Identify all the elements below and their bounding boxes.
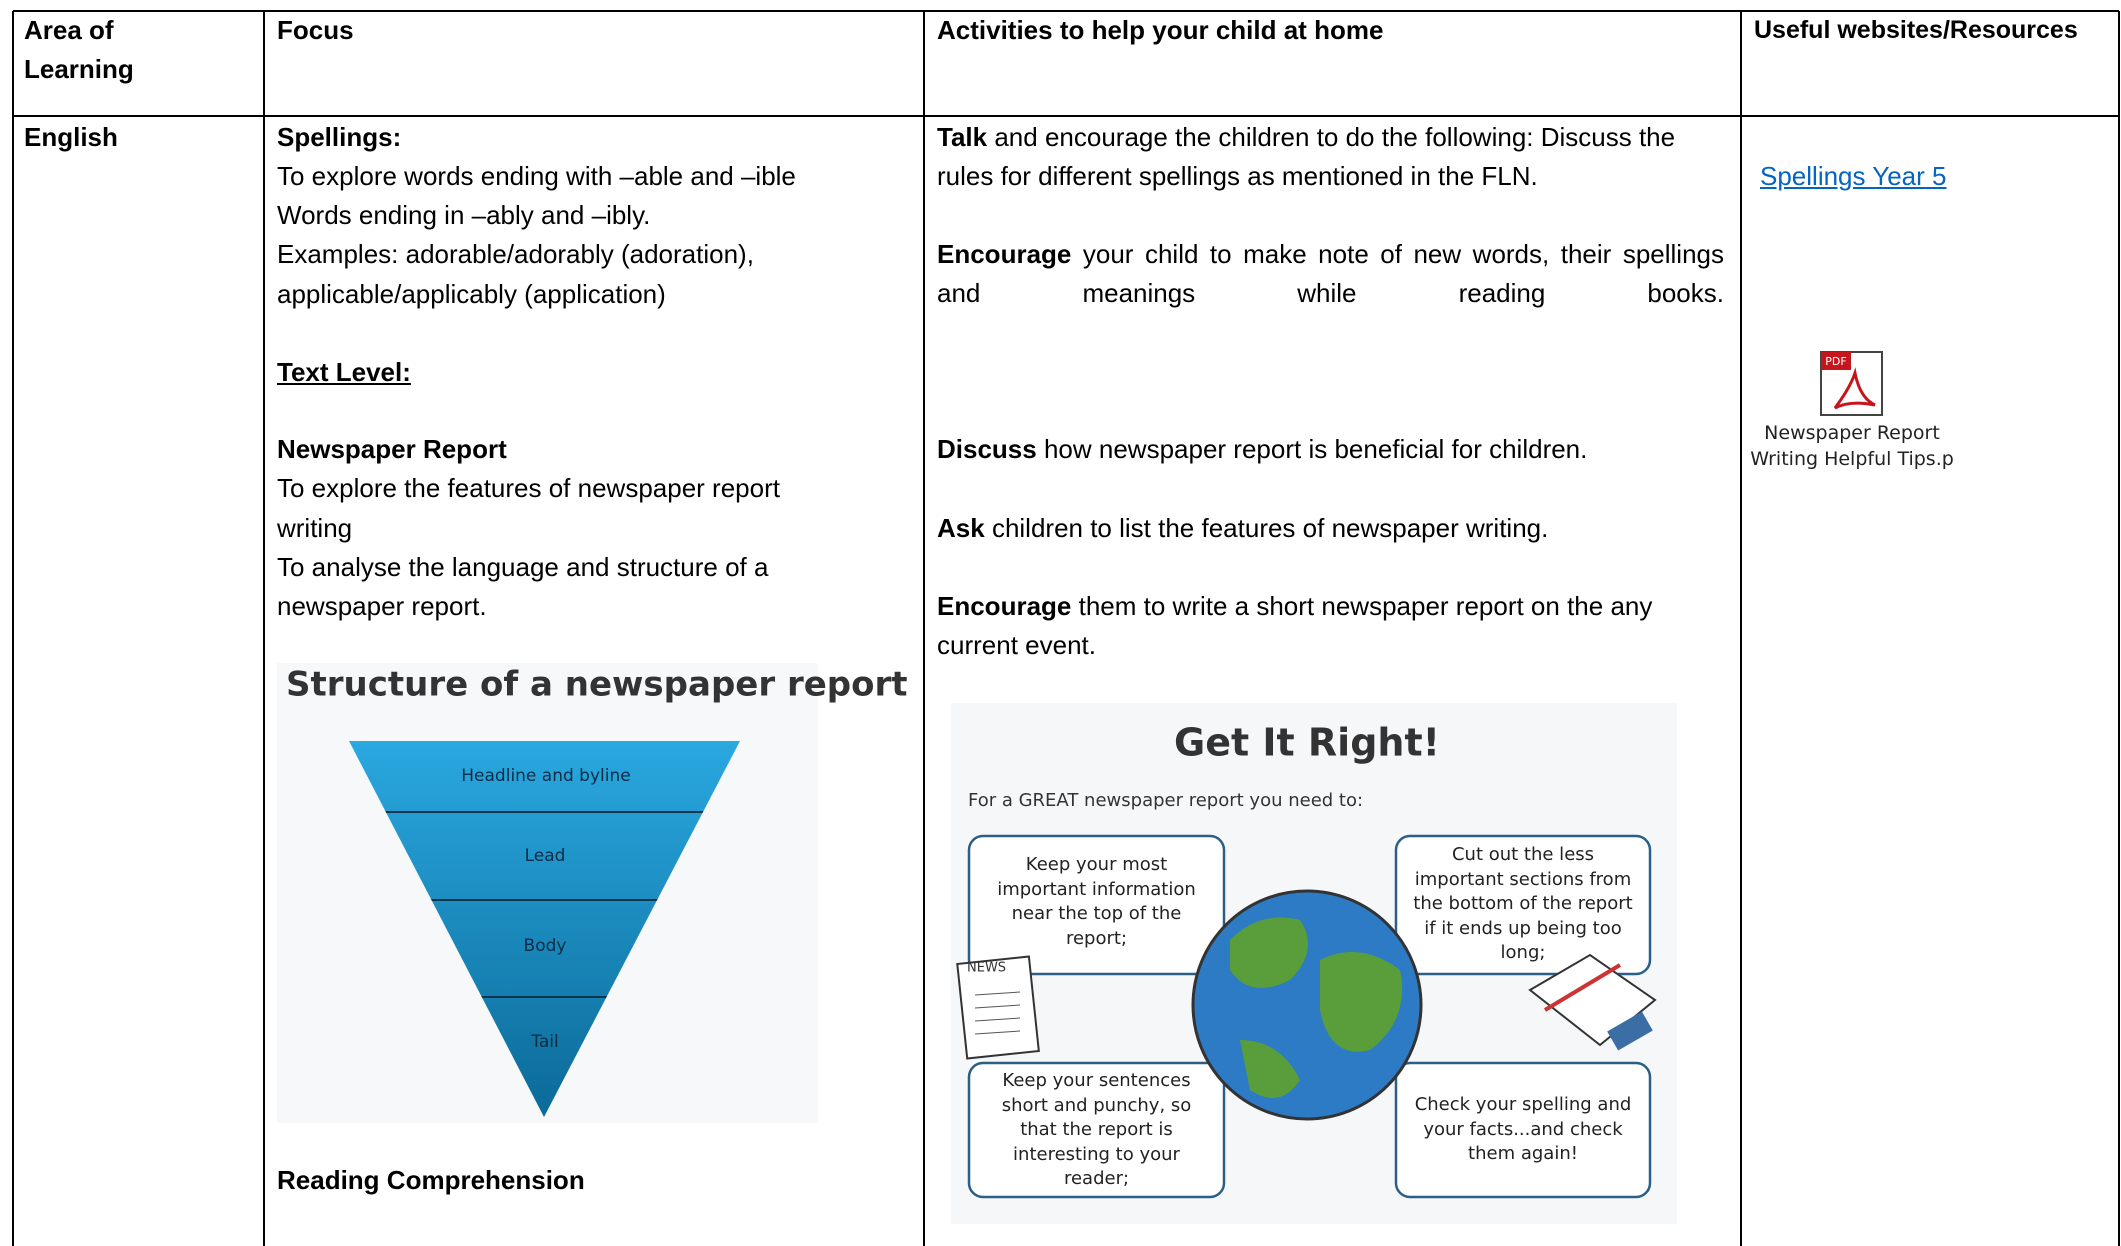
tip-text: Check your spelling and your facts...and… — [1414, 1094, 1632, 1164]
pdf-label: PDF — [1825, 355, 1846, 368]
pyramid-layer: Tail — [530, 1032, 558, 1052]
activity: Encourage them to write a short newspape… — [937, 587, 1724, 665]
pyramid-layer: Headline and byline — [461, 766, 630, 786]
attachment-name[interactable]: Newspaper Report Writing Helpful Tips.p — [1750, 422, 1954, 470]
activity-text: your child to make note of new words, th… — [937, 239, 1724, 308]
activity-verb: Encourage — [937, 239, 1072, 269]
area: English — [24, 122, 118, 152]
pyramid-title: Structure of a newspaper report — [286, 665, 908, 705]
focus-line: Words ending in –ably and –ibly. — [277, 200, 651, 230]
focus-heading: Newspaper Report — [277, 434, 507, 464]
focus-line: To analyse the language and structure of… — [277, 552, 769, 582]
tip-box — [1394, 1061, 1652, 1199]
header-cell: Focus — [277, 15, 354, 45]
header-cell: Area of Learning — [24, 15, 134, 84]
activity-text: them to write a short newspaper report o… — [937, 591, 1653, 660]
activity-text: how newspaper report is beneficial for c… — [1043, 434, 1588, 464]
resource-link[interactable]: Spellings Year 5 — [1760, 161, 1947, 191]
tip-text: Cut out the less important sections from… — [1413, 844, 1633, 963]
tip-box — [967, 834, 1226, 976]
focus-line: newspaper report. — [277, 591, 487, 621]
focus-heading: Text Level: — [277, 357, 411, 387]
activity-text: children to list the features of newspap… — [991, 513, 1549, 543]
pdf-icon[interactable]: PDF — [1820, 351, 1883, 416]
activity: Talk and encourage the children to do th… — [937, 118, 1724, 196]
activity-text: and encourage the children to do the fol… — [937, 122, 1676, 191]
newspaper-icon: NEWS — [956, 955, 1040, 1060]
focus-line: To explore the features of newspaper rep… — [277, 473, 780, 503]
tip-text: Keep your sentences short and punchy, so… — [1001, 1070, 1192, 1189]
pyramid-layer: Lead — [525, 846, 566, 866]
table-borders — [12, 10, 2120, 1246]
focus-line: To explore words ending with –able and –… — [277, 161, 796, 191]
focus-line: Examples: adorable/adorably (adoration), — [277, 239, 754, 269]
activity-verb: Encourage — [937, 591, 1072, 621]
news-label: NEWS — [967, 961, 1006, 976]
activity: Encourage your child to make note of new… — [937, 235, 1724, 313]
infographic-title: Get It Right! — [1174, 721, 1440, 765]
activity-verb: Ask — [937, 513, 985, 543]
focus-heading: Spellings: — [277, 122, 402, 152]
focus-line: applicable/applicably (application) — [277, 279, 666, 309]
focus-heading: Reading Comprehension — [277, 1165, 585, 1195]
tip-text: Keep your most important information nea… — [997, 854, 1196, 949]
header-cell: Activities to help your child at home — [937, 15, 1384, 45]
activity-verb: Discuss — [937, 434, 1037, 464]
tip-box — [1394, 834, 1652, 976]
activity-verb: Talk — [937, 122, 988, 152]
pyramid — [349, 741, 740, 1117]
activity: Discuss how newspaper report is benefici… — [937, 430, 1724, 469]
book-icon — [1528, 953, 1657, 1051]
focus-line: writing — [277, 513, 353, 543]
tip-box — [967, 1061, 1226, 1199]
header-cell: Useful websites/Resources — [1754, 16, 2078, 44]
activity: Ask children to list the features of new… — [937, 509, 1724, 548]
pyramid-layer: Body — [524, 936, 567, 956]
globe-land — [1230, 917, 1402, 1098]
infographic-intro: For a GREAT newspaper report you need to… — [968, 790, 1363, 811]
